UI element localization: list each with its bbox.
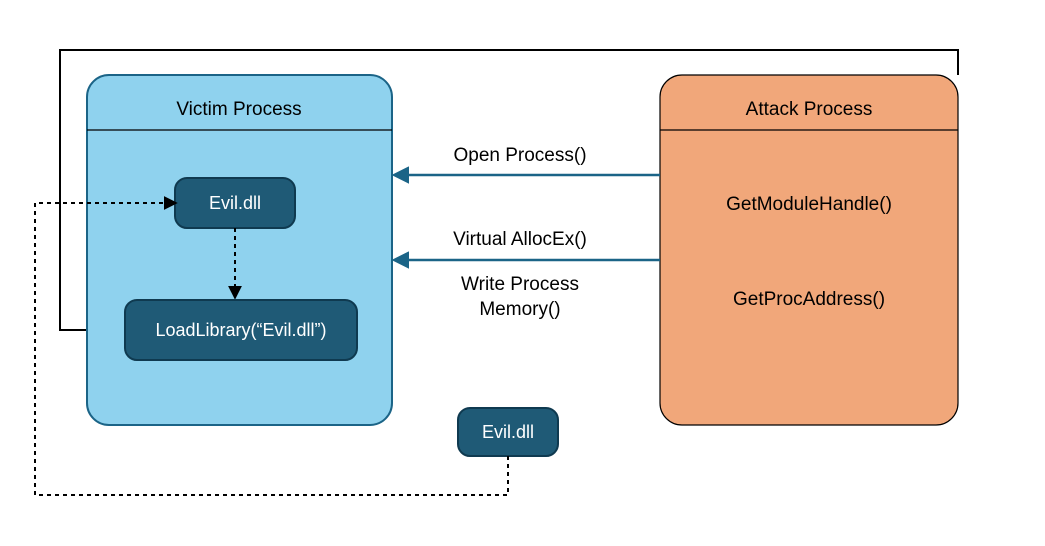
attack-api-getmodulehandle: GetModuleHandle() (726, 194, 892, 215)
attack-process-box: Attack Process GetModuleHandle() GetProc… (660, 75, 958, 425)
virtual-alloc-label: Virtual AllocEx() (453, 229, 587, 250)
open-process-label: Open Process() (453, 145, 586, 166)
write-process-memory-label-2: Memory() (479, 299, 560, 320)
evil-dll-top-pill: Evil.dll (175, 178, 295, 228)
evil-dll-bottom-pill: Evil.dll (458, 408, 558, 456)
victim-title: Victim Process (176, 99, 301, 120)
open-process-arrow-group: Open Process() (395, 145, 660, 175)
evil-dll-bottom-label: Evil.dll (482, 422, 534, 442)
evil-dll-top-label: Evil.dll (209, 193, 261, 213)
victim-process-box: Victim Process (87, 75, 392, 425)
loadlibrary-pill: LoadLibrary(“Evil.dll”) (125, 300, 357, 360)
attack-rect (660, 75, 958, 425)
victim-rect (87, 75, 392, 425)
virtual-alloc-arrow-group: Virtual AllocEx() Write Process Memory() (395, 229, 660, 320)
attack-api-getprocaddress: GetProcAddress() (733, 289, 885, 310)
write-process-memory-label-1: Write Process (461, 274, 579, 295)
attack-title: Attack Process (746, 99, 873, 120)
loadlibrary-label: LoadLibrary(“Evil.dll”) (155, 320, 326, 340)
